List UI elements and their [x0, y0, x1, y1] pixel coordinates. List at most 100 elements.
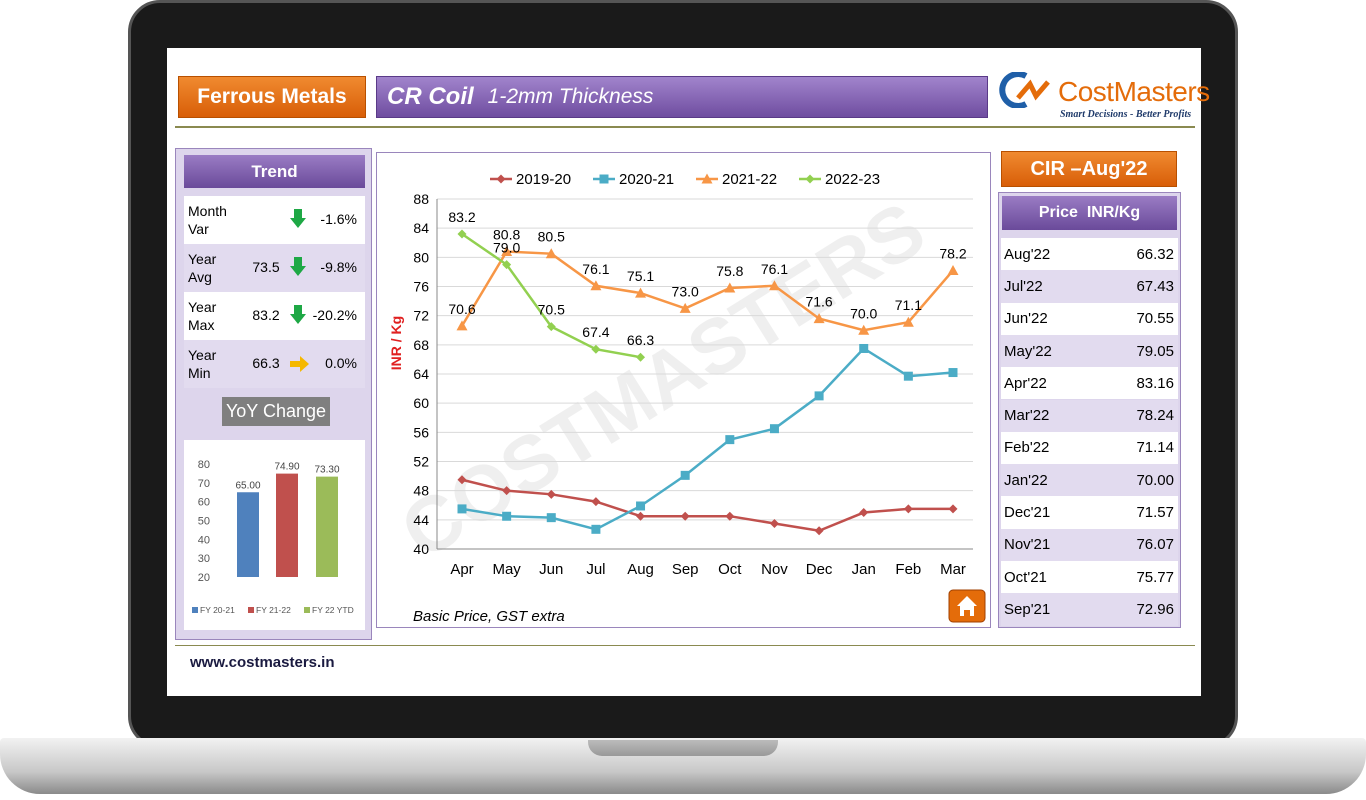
price-value: 66.32 — [1136, 245, 1174, 263]
data-label: 71.1 — [895, 297, 922, 313]
arrow-down — [290, 209, 306, 228]
data-label: 71.6 — [805, 294, 832, 310]
price-month: Sep'21 — [1004, 600, 1051, 618]
logo-text: CostMasters — [1058, 76, 1210, 107]
price-value: 71.14 — [1136, 439, 1174, 457]
x-tick-label: Jan — [852, 561, 876, 578]
y-tick-label: 70 — [198, 478, 210, 490]
footer-rule — [175, 645, 1195, 646]
price-row: Feb'22 71.14 — [1001, 431, 1178, 465]
legend-label: FY 22 YTD — [312, 605, 354, 615]
price-month: Feb'22 — [1004, 439, 1050, 457]
marker — [724, 282, 736, 293]
y-tick-label: 50 — [198, 516, 210, 528]
y-tick-label: 60 — [198, 497, 210, 509]
marker — [636, 501, 646, 511]
yoy-title: YoY Change — [222, 397, 330, 426]
title-bar: CR Coil 1-2mm Thickness — [376, 76, 988, 118]
trend-change: 0.0% — [325, 355, 357, 371]
series-line — [460, 250, 954, 332]
x-tick-label: Sep — [672, 561, 699, 578]
price-value: 70.55 — [1136, 310, 1174, 328]
legend-label: 2019-20 — [516, 171, 571, 188]
marker — [457, 229, 467, 239]
spec: 1-2mm Thickness — [487, 85, 654, 108]
price-row: Jul'22 67.43 — [1001, 270, 1178, 303]
legend-marker — [805, 174, 815, 184]
price-value: 78.24 — [1136, 407, 1174, 425]
data-label: 73.30 — [314, 465, 339, 476]
note: Basic Price, GST extra — [413, 608, 565, 625]
legend-label: FY 20-21 — [200, 605, 235, 615]
legend-swatch — [248, 607, 254, 613]
product: CR Coil — [387, 83, 474, 110]
marker — [502, 486, 512, 496]
marker — [457, 504, 467, 514]
legend-swatch — [304, 607, 310, 613]
marker — [636, 511, 646, 521]
data-label: 73.0 — [672, 283, 699, 299]
x-tick-label: May — [492, 561, 521, 578]
price-month: May'22 — [1004, 342, 1052, 360]
price-row: Sep'21 72.96 — [1001, 593, 1178, 626]
marker — [546, 322, 556, 332]
marker — [590, 280, 602, 291]
y-tick-label: 68 — [413, 337, 429, 353]
trend-label: Year Min — [188, 347, 217, 381]
trend-label: Month Var — [188, 203, 227, 237]
data-label: 80.5 — [538, 229, 565, 245]
data-label: 76.1 — [582, 261, 609, 277]
series-line — [461, 346, 954, 531]
marker — [948, 368, 958, 378]
x-tick-label: Mar — [940, 561, 966, 578]
bar — [276, 473, 298, 577]
data-label: 75.8 — [716, 263, 743, 279]
price-row: Mar'22 78.24 — [1001, 399, 1178, 432]
marker — [859, 508, 869, 518]
y-axis-title: INR / Kg — [388, 316, 404, 370]
trend-change: -20.2% — [312, 307, 357, 323]
price-value: 79.05 — [1136, 342, 1174, 360]
data-label: 70.6 — [448, 301, 475, 317]
price-month: Aug'22 — [1004, 245, 1051, 263]
footer-url: www.costmasters.in — [190, 654, 335, 671]
price-month: Nov'21 — [1004, 536, 1051, 554]
trend-value: 83.2 — [252, 307, 280, 323]
y-tick-label: 60 — [413, 395, 429, 411]
price-month: Oct'21 — [1004, 568, 1047, 586]
trend-value: 66.3 — [252, 355, 280, 371]
x-tick-label: Oct — [718, 561, 742, 578]
line-chart: COSTMASTERS 40444852566064687276808488Ap… — [386, 171, 986, 625]
x-tick-label: Apr — [450, 561, 473, 578]
price-row: Apr'22 83.16 — [1001, 367, 1178, 400]
y-tick-label: 64 — [413, 366, 429, 382]
header-rule — [175, 126, 1195, 128]
marker — [635, 287, 647, 298]
data-label: 78.2 — [939, 245, 966, 261]
trend-row: Month Var -1.6% — [184, 196, 365, 244]
marker — [591, 344, 601, 354]
marker — [814, 526, 824, 536]
trend-row: Year Min 66.3 0.0% — [184, 340, 365, 388]
y-tick-label: 48 — [413, 483, 429, 499]
price-month: Mar'22 — [1004, 407, 1050, 425]
price-value: 70.00 — [1136, 471, 1174, 489]
x-tick-label: Aug — [627, 561, 654, 578]
marker — [725, 511, 735, 521]
y-tick-label: 56 — [413, 424, 429, 440]
price-value: 71.57 — [1136, 504, 1174, 522]
y-tick-label: 20 — [198, 572, 210, 584]
x-tick-label: Dec — [806, 561, 833, 578]
y-tick-label: 52 — [413, 454, 429, 470]
y-tick-label: 80 — [198, 459, 210, 471]
price-row: Aug'22 66.32 — [1001, 238, 1178, 271]
marker — [858, 324, 870, 335]
price-month: Jul'22 — [1004, 277, 1043, 295]
price-month: Jan'22 — [1004, 471, 1048, 489]
legend-swatch — [192, 607, 198, 613]
data-label: 83.2 — [448, 209, 475, 225]
y-tick-label: 72 — [413, 308, 429, 324]
bar-chart: 20 30 40 50 60 70 80 65.00 FY 20-21 74.90 FY 21-22… — [192, 459, 354, 615]
marker — [947, 264, 959, 275]
